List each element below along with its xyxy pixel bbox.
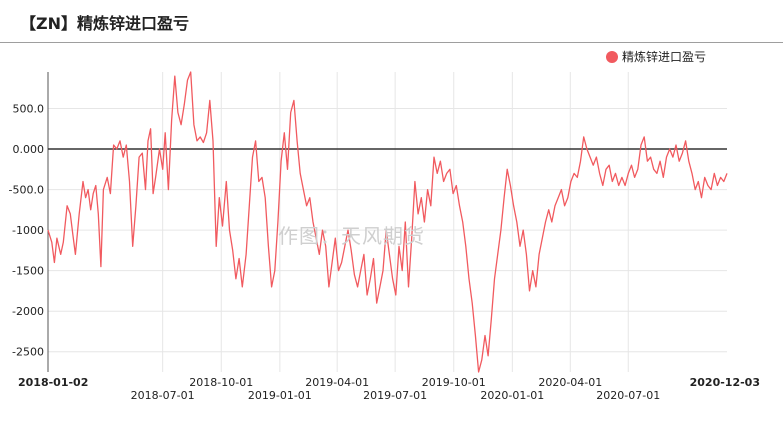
x-tick-label: 2020-12-03: [690, 376, 760, 389]
x-tick-label: 2018-10-01: [189, 376, 253, 389]
y-tick-label: -2500: [12, 346, 44, 359]
y-tick-label: -2000: [12, 305, 44, 318]
y-tick-label: 0.000: [13, 143, 45, 156]
chart-header: 【ZN】精炼锌进口盈亏: [0, 0, 783, 43]
grid-lines: [48, 72, 727, 372]
y-tick-label: -1000: [12, 224, 44, 237]
y-tick-label: 500.0: [13, 102, 45, 115]
x-tick-label: 2020-01-01: [480, 389, 544, 402]
legend-label: 精炼锌进口盈亏: [622, 50, 707, 64]
legend-marker-icon: [606, 50, 618, 63]
x-tick-label: 2019-07-01: [363, 389, 427, 402]
y-tick-label: -500.0: [9, 184, 44, 197]
x-tick-label: 2019-04-01: [305, 376, 369, 389]
x-tick-label: 2018-07-01: [131, 389, 195, 402]
chart-legend[interactable]: 精炼锌进口盈亏: [606, 48, 706, 65]
x-tick-label: 2019-10-01: [422, 376, 486, 389]
watermark-text: 作图：天风期货: [278, 224, 425, 248]
x-tick-label: 2020-04-01: [538, 376, 602, 389]
y-axis-ticks: 500.0 0.000 -500.0 -1000 -1500 -2000 -2500: [9, 102, 44, 358]
x-tick-label: 2018-01-02: [18, 376, 88, 389]
x-tick-label: 2019-01-01: [248, 389, 312, 402]
y-tick-label: -1500: [12, 265, 44, 278]
series-line[interactable]: [47, 71, 728, 373]
chart-title: 【ZN】精炼锌进口盈亏: [20, 14, 189, 33]
x-axis-ticks: 2018-01-02 2018-07-012018-10-012019-01-01…: [18, 376, 760, 402]
x-tick-label: 2020-07-01: [596, 389, 660, 402]
